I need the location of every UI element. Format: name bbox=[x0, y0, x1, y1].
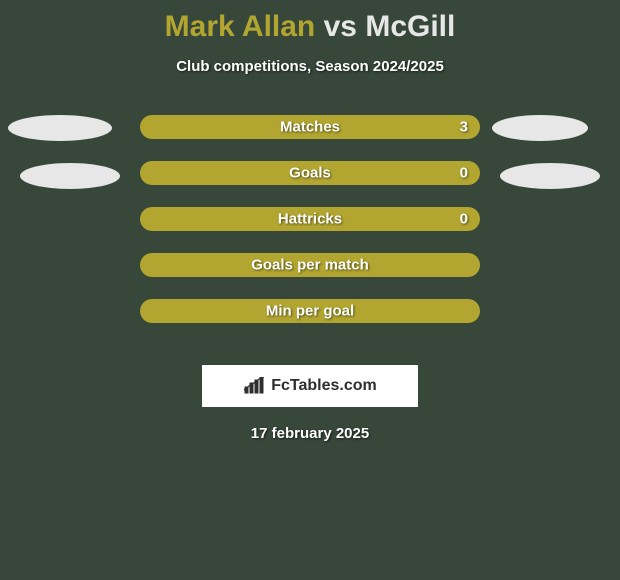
branding-text: FcTables.com bbox=[271, 377, 377, 395]
stat-rows: Matches 3 Goals 0 Hattricks 0 Goals per match M… bbox=[140, 115, 480, 345]
date-label: 17 february 2025 bbox=[0, 425, 620, 442]
subtitle: Club competitions, Season 2024/2025 bbox=[0, 58, 620, 75]
stat-value-right: 3 bbox=[460, 119, 468, 136]
stat-label: Goals bbox=[289, 165, 331, 182]
stat-label: Hattricks bbox=[278, 211, 342, 228]
stat-row: Hattricks 0 bbox=[140, 207, 480, 231]
title-player1: Mark Allan bbox=[165, 10, 316, 43]
stat-label: Goals per match bbox=[251, 257, 369, 274]
comparison-chart: Matches 3 Goals 0 Hattricks 0 Goals per match M… bbox=[0, 115, 620, 345]
stat-row: Matches 3 bbox=[140, 115, 480, 139]
bar-chart-icon bbox=[243, 377, 265, 395]
player2-marker-row1 bbox=[492, 115, 588, 141]
player1-marker-row1 bbox=[8, 115, 112, 141]
stat-label: Min per goal bbox=[266, 303, 354, 320]
infographic-canvas: Mark Allan vs McGill Club competitions, … bbox=[0, 0, 620, 580]
stat-label: Matches bbox=[280, 119, 340, 136]
stat-row: Goals 0 bbox=[140, 161, 480, 185]
branding-badge: FcTables.com bbox=[202, 365, 418, 407]
stat-value-right: 0 bbox=[460, 211, 468, 228]
player1-marker-row2 bbox=[20, 163, 120, 189]
stat-value-right: 0 bbox=[460, 165, 468, 182]
player2-marker-row2 bbox=[500, 163, 600, 189]
stat-row: Min per goal bbox=[140, 299, 480, 323]
page-title: Mark Allan vs McGill bbox=[0, 0, 620, 44]
title-player2: McGill bbox=[365, 10, 455, 43]
stat-row: Goals per match bbox=[140, 253, 480, 277]
title-vs: vs bbox=[324, 10, 357, 43]
